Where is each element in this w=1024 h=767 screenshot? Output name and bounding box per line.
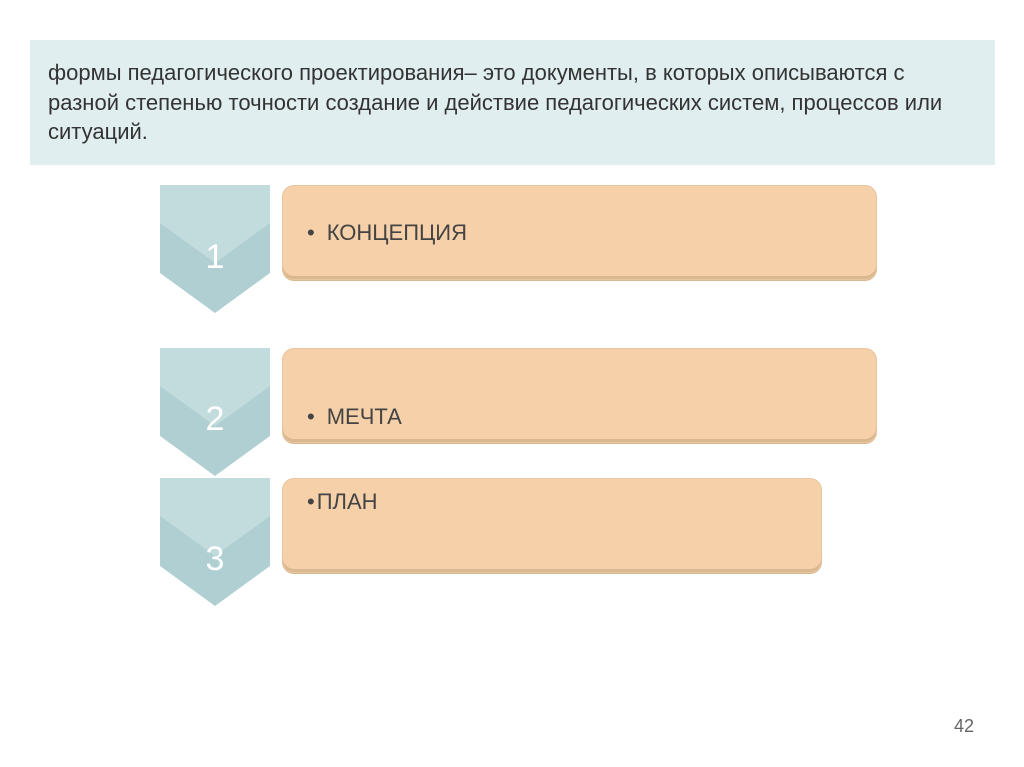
header-text: формы педагогического проектирования– эт… [48,60,942,144]
chevron-number-2: 2 [160,400,270,439]
page-number: 42 [954,716,974,737]
chevron-number-3: 3 [160,540,270,579]
item-label-2: МЕЧТА [327,404,402,430]
content-box-2: • МЕЧТА [282,348,877,443]
content-box-3: • ПЛАН [282,478,822,573]
bullet-icon: • [307,489,315,515]
item-label-1: КОНЦЕПЦИЯ [327,220,467,246]
bullet-icon: • [307,404,315,430]
item-label-3: ПЛАН [317,489,378,515]
bullet-icon: • [307,220,315,246]
content-box-1: • КОНЦЕПЦИЯ [282,185,877,280]
slide: формы педагогического проектирования– эт… [0,0,1024,767]
chevron-number-1: 1 [160,238,270,277]
header-box: формы педагогического проектирования– эт… [30,40,995,165]
